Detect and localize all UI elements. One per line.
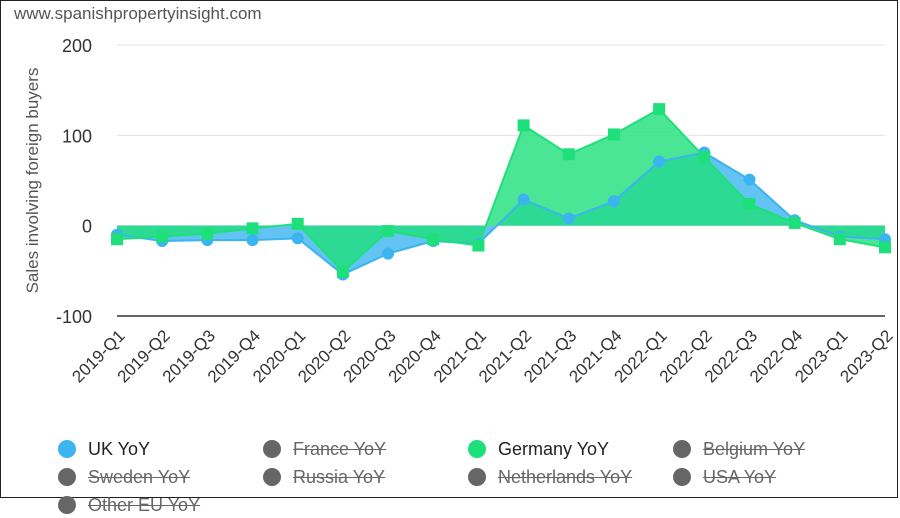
legend-label: Sweden YoY: [88, 466, 191, 487]
legend-label: Other EU YoY: [88, 494, 201, 515]
area-chart: -100 0 100 200 Sales involving foreign buyer…: [23, 36, 897, 386]
data-point: [698, 151, 711, 164]
data-point: [517, 193, 530, 206]
data-point: [653, 155, 666, 168]
legend-item[interactable]: Belgium YoY: [673, 436, 805, 462]
y-tick-label: 100: [62, 126, 92, 146]
legend-item[interactable]: Germany YoY: [468, 436, 609, 462]
legend-label: UK YoY: [88, 438, 151, 459]
legend-swatch: [263, 440, 281, 458]
data-point: [472, 239, 485, 252]
y-tick-label: 200: [62, 36, 92, 56]
data-point: [833, 233, 846, 246]
y-axis-label: Sales involving foreign buyers: [23, 68, 42, 294]
legend-swatch: [468, 468, 486, 486]
legend-label: France YoY: [293, 438, 387, 459]
series-line: [116, 151, 886, 276]
data-point: [382, 225, 395, 238]
data-point: [607, 128, 620, 141]
legend-label: USA YoY: [703, 466, 777, 487]
data-point: [743, 197, 756, 210]
data-point: [517, 119, 530, 132]
data-point: [653, 103, 666, 116]
data-point: [336, 265, 349, 278]
legend-swatch: [263, 468, 281, 486]
series-area: [117, 109, 885, 272]
legend-swatch: [673, 440, 691, 458]
legend-swatch: [58, 468, 76, 486]
legend-item[interactable]: Netherlands YoY: [468, 464, 632, 490]
legend-item[interactable]: Russia YoY: [263, 464, 385, 490]
legend-item[interactable]: UK YoY: [58, 436, 150, 462]
data-point: [382, 247, 395, 260]
y-tick-label: 0: [82, 217, 92, 237]
data-point: [246, 222, 259, 235]
legend-item[interactable]: Other EU YoY: [58, 492, 200, 518]
chart-frame: [0, 0, 898, 498]
legend-item[interactable]: Sweden YoY: [58, 464, 190, 490]
data-point: [246, 234, 259, 247]
data-point: [427, 233, 440, 246]
data-point: [879, 241, 891, 254]
series-line: [116, 107, 886, 274]
legend-item[interactable]: France YoY: [263, 436, 386, 462]
legend-label: Russia YoY: [293, 466, 386, 487]
legend-label: Germany YoY: [498, 438, 610, 459]
legend-swatch: [673, 468, 691, 486]
data-point: [607, 195, 620, 208]
data-point: [111, 233, 123, 246]
legend-label: Belgium YoY: [703, 438, 806, 459]
data-point: [788, 216, 801, 229]
y-tick-label: -100: [56, 307, 92, 327]
legend-swatch: [58, 440, 76, 458]
data-point: [201, 227, 214, 240]
data-point: [562, 148, 575, 161]
legend-swatch: [58, 496, 76, 514]
data-point: [291, 217, 304, 230]
legend-swatch: [468, 440, 486, 458]
legend-item[interactable]: USA YoY: [673, 464, 776, 490]
data-point: [291, 232, 304, 245]
data-point: [743, 173, 756, 186]
data-point: [156, 230, 169, 243]
watermark: www.spanishpropertyinsight.com: [14, 4, 262, 23]
legend-label: Netherlands YoY: [498, 466, 633, 487]
data-point: [562, 212, 575, 225]
